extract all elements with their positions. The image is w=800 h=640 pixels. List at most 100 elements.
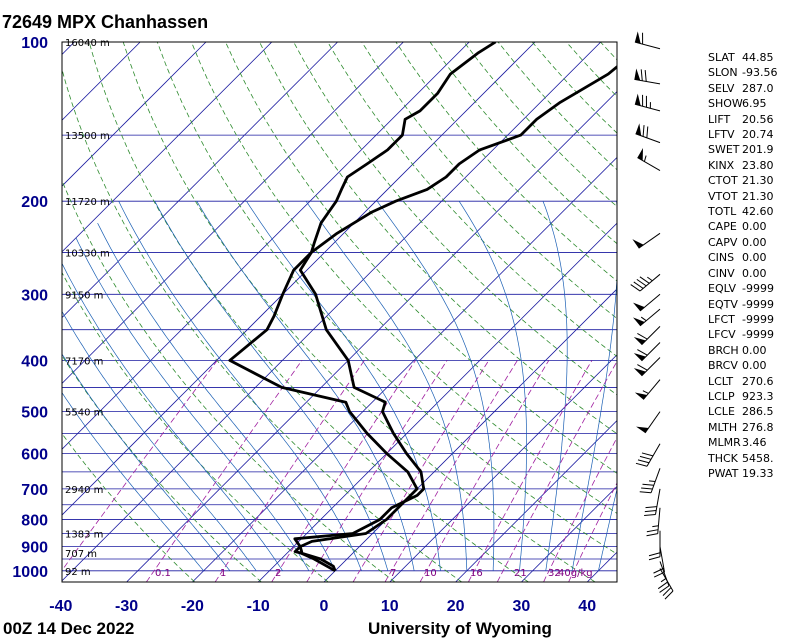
mixing-ratio-line: [496, 360, 617, 582]
moist-adiabat: [75, 238, 310, 571]
mixing-ratio-line: [271, 360, 416, 582]
mixing-ratio-line: [145, 360, 303, 582]
mixing-ratio-label: 40g/kg: [558, 568, 593, 579]
isotherm: [521, 485, 617, 582]
dry-adiabat: [122, 42, 596, 582]
mixing-ratio-line: [468, 360, 593, 582]
barb-staff: [641, 326, 661, 346]
barb-full: [644, 70, 647, 82]
barb-full: [646, 533, 658, 537]
pressure-tick-label: 400: [21, 353, 48, 370]
index-name: TOTL: [708, 205, 737, 219]
index-row-lfcv: LFCV -9999: [708, 327, 798, 342]
temperature-tick-label: 20: [447, 598, 465, 615]
barb-full: [633, 281, 644, 289]
dry-adiabat: [156, 42, 617, 555]
barb-full: [637, 459, 650, 464]
wind-barb: [633, 357, 661, 377]
index-value: 6.95: [742, 97, 767, 111]
barb-flag: [634, 93, 641, 106]
index-name: LFCV: [708, 328, 736, 342]
index-value: -9999: [742, 312, 774, 326]
isotherm: [62, 42, 141, 121]
barb-full: [644, 513, 656, 517]
index-row-mlth: MLTH 276.8: [708, 420, 798, 435]
barb-full: [648, 552, 661, 557]
temperature-tick-label: -10: [247, 598, 270, 615]
moist-adiabat: [376, 200, 495, 571]
pressure-tick-label: 300: [21, 287, 48, 304]
dry-adiabat: [395, 42, 617, 282]
barb-staff: [641, 342, 661, 362]
barb-staff: [646, 443, 661, 467]
barb-half: [647, 276, 653, 282]
barb-staff: [659, 568, 674, 592]
index-name: KINX: [708, 158, 735, 172]
dry-adiabat: [62, 432, 196, 582]
index-row-show: SHOW 6.95: [708, 96, 798, 111]
barb-full: [637, 349, 648, 356]
background-lines: [62, 42, 617, 582]
isotherm: [62, 42, 602, 582]
index-value: 201.9: [742, 143, 774, 157]
index-value: 21.30: [742, 174, 774, 188]
isotherm: [62, 42, 536, 516]
barb-flag: [634, 68, 641, 81]
index-row-cins: CINS 0.00: [708, 250, 798, 265]
wind-barb: [633, 342, 661, 362]
barb-full: [639, 455, 652, 460]
barb-staff: [659, 546, 666, 573]
barb-flag: [637, 147, 643, 161]
barb-flag: [633, 337, 646, 345]
isotherm: [62, 42, 338, 319]
moist-adiabat: [196, 201, 415, 571]
index-name: SHOW: [708, 97, 743, 111]
barb-staff: [644, 411, 661, 434]
index-value: 923.3: [742, 389, 774, 403]
height-label: 5540 m: [65, 408, 103, 419]
temperature-tick-label: 0: [320, 598, 329, 615]
index-row-pwat: PWAT 19.33: [708, 466, 798, 481]
dry-adiabat: [225, 42, 617, 474]
footer-source: University of Wyoming: [368, 619, 552, 638]
barb-staff: [639, 273, 661, 292]
wind-barb: [644, 488, 661, 517]
barb-full: [646, 529, 659, 533]
wind-barb: [634, 93, 661, 112]
wind-barb: [637, 147, 661, 171]
mixing-ratio-label: 32: [548, 568, 561, 579]
pressure-tick-label: 200: [21, 194, 48, 211]
mixing-ratio-line: [214, 360, 365, 582]
dry-adiabat: [361, 42, 617, 319]
index-row-vtot: VTOT 21.30: [708, 189, 798, 204]
wind-barb: [630, 273, 661, 292]
height-label: 707 m: [65, 549, 97, 560]
pressure-tick-label: 600: [21, 446, 48, 463]
barb-flag: [634, 31, 641, 44]
index-name: BRCH: [708, 343, 739, 357]
moist-adiabat: [97, 222, 336, 571]
barb-full: [659, 585, 670, 593]
moist-adiabat: [571, 201, 617, 571]
barb-flag: [633, 317, 645, 326]
barb-flag: [634, 392, 648, 400]
index-name: CAPE: [708, 220, 737, 234]
isotherm: [389, 354, 617, 582]
barb-full: [644, 510, 657, 513]
isotherm: [257, 222, 617, 582]
barb-flag: [636, 426, 649, 433]
moist-adiabat: [62, 392, 204, 572]
pressure-tick-label: 700: [21, 482, 48, 499]
index-row-lclp: LCLP 923.3: [708, 389, 798, 404]
dry-adiabat: [62, 271, 329, 582]
sounding-indices: SLAT 44.85 SLON -93.56 SELV 287.0 SHOW 6.95 LIFT…: [708, 50, 798, 481]
dry-adiabat: [293, 42, 617, 396]
index-row-ctot: CTOT 21.30: [708, 173, 798, 188]
height-label: 16040 m: [65, 38, 110, 49]
barb-staff: [638, 232, 661, 249]
height-label: 9150 m: [65, 290, 103, 301]
wind-barb: [633, 326, 661, 346]
index-name: PWAT: [708, 466, 739, 480]
barb-full: [648, 556, 661, 561]
index-row-mlmr: MLMR 3.46: [708, 435, 798, 450]
